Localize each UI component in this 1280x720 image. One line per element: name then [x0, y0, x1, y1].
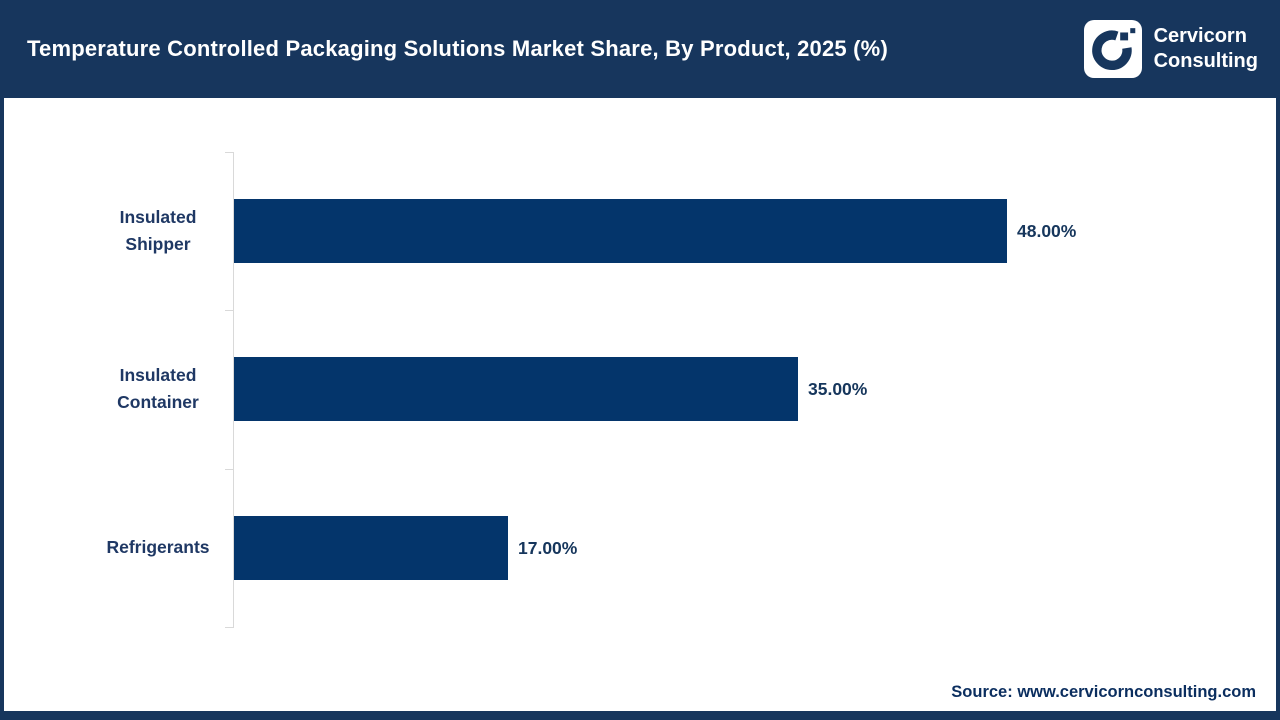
- page-title: Temperature Controlled Packaging Solutio…: [27, 36, 888, 61]
- category-label: Refrigerants: [106, 537, 210, 558]
- bar-insulated-container: [234, 357, 798, 422]
- bar-chart: Insulated Shipper 48.00% Insulated Contain…: [0, 152, 1280, 628]
- chart-row: Refrigerants 17.00%: [0, 469, 1280, 627]
- page-border-left: [0, 98, 4, 720]
- cervicorn-logo-icon: [1083, 20, 1142, 78]
- c-glyph-icon: [1091, 28, 1135, 70]
- axis-tick: [225, 469, 234, 470]
- value-label: 17.00%: [518, 537, 578, 558]
- value-label: 48.00%: [1017, 221, 1077, 242]
- category-axis-line: [233, 152, 234, 627]
- chart-row: Insulated Shipper 48.00%: [0, 152, 1280, 310]
- axis-tick: [225, 152, 234, 153]
- chart-row: Insulated Container 35.00%: [0, 310, 1280, 468]
- brand-logo: Cervicorn Consulting: [1083, 20, 1258, 78]
- source-text: Source: www.cervicornconsulting.com: [951, 683, 1256, 701]
- brand-name-line2: Consulting: [1153, 50, 1258, 72]
- brand-name: Cervicorn Consulting: [1154, 24, 1258, 74]
- category-label: Insulated Shipper: [119, 207, 197, 255]
- page-border-right: [1276, 98, 1280, 720]
- bar-refrigerants: [234, 515, 508, 580]
- axis-tick: [225, 310, 234, 311]
- page-border-bottom: [0, 711, 1280, 720]
- category-label: Insulated Container: [117, 365, 199, 413]
- brand-name-line1: Cervicorn: [1153, 25, 1247, 47]
- header-bar: Temperature Controlled Packaging Solutio…: [0, 0, 1280, 98]
- bar-insulated-shipper: [234, 199, 1007, 264]
- value-label: 35.00%: [808, 379, 868, 400]
- axis-tick: [225, 627, 234, 628]
